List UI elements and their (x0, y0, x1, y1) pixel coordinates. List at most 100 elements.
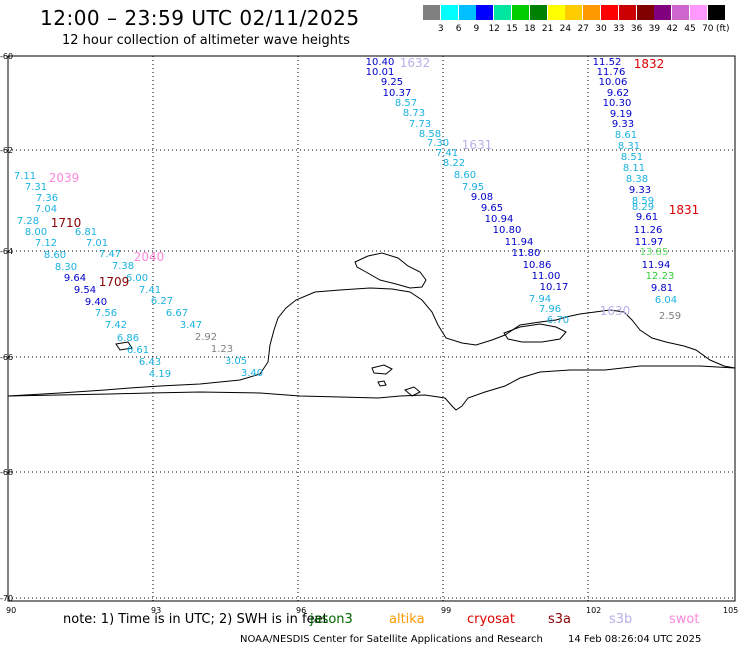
swh-value: 10.06 (599, 77, 628, 88)
colorbar-label: 6 (455, 24, 462, 34)
swh-value: 7.04 (35, 204, 57, 215)
swh-value: 9.08 (471, 192, 493, 203)
map-subtitle: 12 hour collection of altimeter wave hei… (62, 33, 350, 48)
pass-time-label: 1831 (669, 203, 700, 217)
pass-time-label: 1709 (99, 275, 130, 289)
map-title: 12:00 – 23:59 UTC 02/11/2025 (40, 6, 360, 30)
pass-time-label: 1710 (51, 216, 82, 230)
swh-value: 8.00 (25, 227, 47, 238)
swh-value: 7.01 (86, 238, 108, 249)
swh-value: 8.51 (621, 152, 643, 163)
lon-tick-label: 90 (6, 606, 16, 615)
colorbar-swatch (583, 5, 601, 20)
graticule: 90 93 96 99 102 105 -60 -62 -64 -66 -68 -70 (0, 52, 738, 615)
swh-value: 10.01 (366, 67, 395, 78)
swh-value: 10.17 (540, 282, 569, 293)
pass-time-label: 2039 (49, 171, 80, 185)
island-small-2 (404, 386, 421, 397)
swh-value: 7.41 (139, 285, 161, 296)
colorbar-swatch (512, 5, 529, 20)
swh-value: 11.80 (512, 248, 541, 259)
swh-value: 8.31 (618, 141, 640, 152)
swh-value: 6.00 (126, 273, 148, 284)
altimeter-tracks: 10.4010.019.2510.378.578.737.738.587.307… (14, 57, 681, 380)
swh-value: 2.92 (195, 332, 217, 343)
swh-value: 11.94 (505, 237, 534, 248)
swh-value: 7.38 (112, 261, 134, 272)
island-central (503, 323, 567, 343)
swh-value: 8.22 (443, 158, 465, 169)
island-small-1 (371, 364, 393, 375)
pass-time-label: 1832 (634, 57, 665, 71)
swh-value: 8.59 (632, 196, 654, 207)
coastline-lower (7, 365, 736, 411)
swh-value: 9.65 (481, 203, 503, 214)
colorbar-label: 12 (488, 24, 500, 34)
lat-tick-label: -66 (0, 353, 13, 362)
swh-value: 9.40 (85, 297, 107, 308)
colorbar-swatch (654, 5, 672, 20)
lat-tick-label: -70 (0, 594, 13, 603)
swh-value: 6.61 (127, 345, 149, 356)
satellite-altika: altika (389, 612, 425, 627)
island-small-4 (115, 341, 133, 351)
swh-value: 7.28 (17, 216, 39, 227)
swh-value: 6.70 (547, 315, 569, 326)
colorbar-label: 15 (506, 24, 518, 34)
colorbar-swatch (618, 5, 636, 20)
island-small-3 (377, 380, 387, 387)
colorbar-swatch (494, 5, 512, 20)
colorbar-swatch (565, 5, 583, 20)
swh-value: 7.12 (35, 238, 57, 249)
swh-value: 9.54 (74, 285, 96, 296)
swh-value: 7.94 (529, 294, 551, 305)
track-1632: 10.4010.019.2510.378.578.737.738.587.307… (366, 57, 569, 326)
colorbar-swatch (547, 5, 565, 20)
swh-value: 9.25 (381, 77, 403, 88)
colorbar-swatch (423, 5, 440, 20)
colorbar-swatch (707, 5, 725, 20)
colorbar-label: 45 (684, 24, 696, 34)
colorbar-swatch (636, 5, 654, 20)
swh-value: 1.23 (211, 344, 233, 355)
pass-time-label: 2040 (134, 250, 165, 264)
colorbar-swatch (529, 5, 547, 20)
pass-time-labels: 1632 1631 1630 1832 1831 2039 2040 1710 1709 (49, 56, 700, 318)
swh-value: 3.47 (180, 320, 202, 331)
swh-value: 7.36 (36, 193, 58, 204)
swh-value: 7.95 (462, 182, 484, 193)
swh-value: 13.85 (640, 247, 669, 258)
coastline-main (7, 287, 736, 397)
colorbar-swatch (601, 5, 618, 20)
satellite-s3b: s3b (609, 612, 633, 627)
lon-tick-label: 96 (296, 606, 306, 615)
swh-value: 2.59 (659, 311, 681, 322)
colorbar-label: 70 (702, 24, 714, 34)
lon-tick-label: 99 (441, 606, 451, 615)
colorbar-label: 21 (541, 24, 554, 34)
swh-value: 6.04 (655, 295, 677, 306)
lon-tick-label: 105 (723, 606, 738, 615)
map-frame (7, 55, 736, 602)
swh-value: 9.64 (64, 273, 86, 284)
swh-value: 7.96 (539, 304, 561, 315)
pass-time-label: 1632 (400, 56, 431, 70)
swh-value: 8.58 (419, 129, 441, 140)
pass-time-label: 1630 (600, 304, 631, 318)
pass-time-label: 1631 (462, 138, 493, 152)
track-1710: 6.817.017.477.386.007.416.276.673.472.92… (75, 227, 263, 379)
colorbar-unit: (ft) (716, 24, 730, 34)
swh-value: 8.60 (44, 250, 66, 261)
swh-value: 3.05 (225, 356, 247, 367)
swh-value: 3.40 (241, 368, 263, 379)
swh-value: 11.76 (597, 67, 626, 78)
swh-value: 7.11 (14, 171, 36, 182)
satellite-jason3: jason3 (310, 612, 353, 627)
colorbar-swatch (672, 5, 690, 20)
swh-value: 8.11 (623, 163, 645, 174)
swh-value: 8.38 (626, 174, 648, 185)
swh-value: 8.30 (55, 262, 77, 273)
credit-line: NOAA/NESDIS Center for Satellite Applica… (240, 634, 543, 645)
swh-value: 11.00 (532, 271, 561, 282)
